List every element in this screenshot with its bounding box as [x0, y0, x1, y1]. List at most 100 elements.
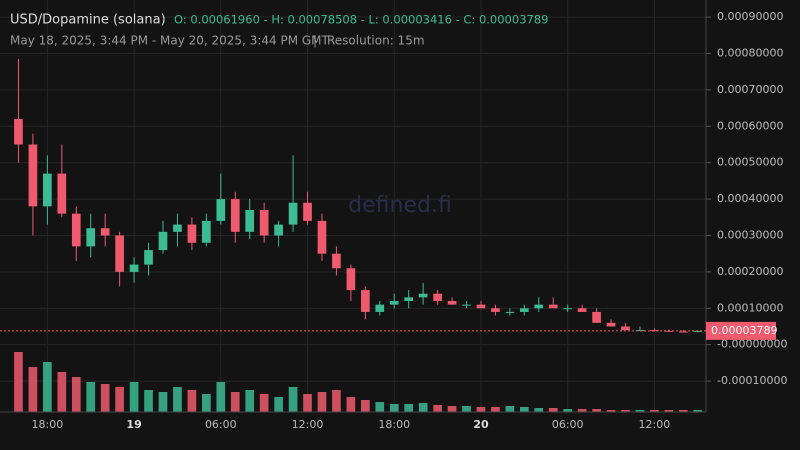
volume-bar: [14, 352, 23, 412]
volume-bar: [577, 409, 587, 412]
x-tick-label: 20: [473, 418, 489, 431]
volume-bar: [230, 392, 240, 412]
volume-bar: [144, 390, 153, 412]
candle-body: [129, 264, 139, 272]
y-tick-label: 0.00080000: [717, 47, 783, 60]
candle-body: [43, 173, 52, 207]
candle-body: [144, 250, 153, 265]
volume-bar: [592, 409, 601, 412]
volume-bar: [678, 410, 688, 412]
y-tick-label: 0.00090000: [717, 10, 783, 23]
volume-bar: [216, 382, 226, 412]
ohlc-summary: O: 0.00061960 - H: 0.00078508 - L: 0.000…: [174, 13, 548, 27]
volume-bar: [462, 406, 471, 412]
candle-body: [534, 304, 544, 309]
candle-body: [447, 300, 457, 305]
volume-bar: [129, 382, 139, 412]
last-price-tag: [706, 321, 776, 340]
volume-bar: [274, 397, 283, 412]
volume-bar: [650, 410, 659, 412]
candle-body: [14, 119, 23, 145]
x-tick-label: 12:00: [292, 418, 324, 431]
volume-bar: [389, 404, 399, 412]
volume-bar: [332, 390, 341, 412]
y-tick-label: 0.00030000: [717, 228, 783, 241]
candle-body: [57, 173, 67, 214]
candle-body: [259, 210, 269, 236]
volume-bar: [433, 405, 442, 412]
volume-bar: [635, 410, 645, 412]
y-tick-label: 0.00070000: [717, 83, 783, 96]
subtitle: May 18, 2025, 3:44 PM - May 20, 2025, 3:…: [10, 34, 330, 48]
candle-body: [230, 199, 240, 232]
volume-bar: [534, 408, 544, 412]
volume-bar: [158, 392, 168, 412]
candle-body: [678, 331, 688, 333]
volume-bar: [361, 400, 370, 412]
x-tick-label: 12:00: [639, 418, 671, 431]
candle-body: [115, 235, 124, 272]
candle-body: [577, 308, 587, 312]
candle-body: [462, 304, 471, 306]
volume-bar: [418, 403, 428, 412]
y-tick-label: 0.00020000: [717, 265, 783, 278]
volume-bar: [346, 397, 356, 412]
watermark: defined.fi: [348, 193, 452, 218]
volume-bar: [375, 402, 385, 412]
volume-bar: [245, 390, 255, 412]
candle-body: [332, 253, 341, 269]
volume-bar: [259, 394, 269, 412]
volume-bar: [288, 387, 298, 412]
x-tick-label: 06:00: [205, 418, 237, 431]
volume-bar: [505, 406, 515, 412]
x-tick-label: 18:00: [32, 418, 64, 431]
volume-bar: [491, 407, 500, 412]
y-tick-label: 0.00040000: [717, 192, 783, 205]
volume-bar: [317, 392, 327, 412]
candle-body: [650, 330, 659, 332]
candle-body: [317, 220, 327, 254]
volume-bar: [693, 410, 703, 412]
candle-body: [346, 268, 356, 291]
resolution: Resolution: 15m: [327, 34, 425, 48]
plot: [14, 58, 703, 412]
y-tick-label: 0.00050000: [717, 156, 783, 169]
volume-bar: [476, 407, 486, 412]
y-tick-label: -0.00010000: [717, 374, 787, 387]
candle-body: [187, 224, 197, 243]
candle-body: [606, 322, 616, 327]
volume-bar: [202, 394, 211, 412]
candle-body: [303, 202, 312, 221]
candle-body: [433, 293, 442, 301]
volume-bar: [519, 407, 529, 412]
candle-body: [245, 210, 255, 232]
volume-bar: [447, 406, 457, 412]
separator: |: [313, 34, 317, 48]
candle-body: [418, 293, 428, 298]
candle-body: [274, 224, 283, 236]
candle-body: [216, 199, 226, 221]
candle-body: [592, 311, 601, 323]
y-tick-label: 0.00010000: [717, 301, 783, 314]
candle-body: [202, 220, 211, 243]
volume-bar: [187, 390, 197, 412]
volume-bar: [173, 387, 182, 412]
x-tick-label: 18:00: [378, 418, 410, 431]
candle-body: [548, 304, 558, 309]
volume-bar: [548, 408, 558, 412]
candle-body: [491, 308, 500, 312]
y-tick-label: -0.00000000: [717, 338, 787, 351]
x-tick-label: 19: [126, 418, 141, 431]
y-tick-label: 0.00060000: [717, 119, 783, 132]
x-tick-label: 06:00: [552, 418, 584, 431]
volume-bar: [404, 404, 414, 412]
candle-body: [404, 297, 414, 301]
volume-bar: [86, 382, 96, 412]
volume-bar: [115, 387, 124, 412]
last-price-label: 0.00003789: [711, 324, 777, 337]
volume-bar: [606, 410, 616, 412]
candle-body: [86, 228, 96, 247]
